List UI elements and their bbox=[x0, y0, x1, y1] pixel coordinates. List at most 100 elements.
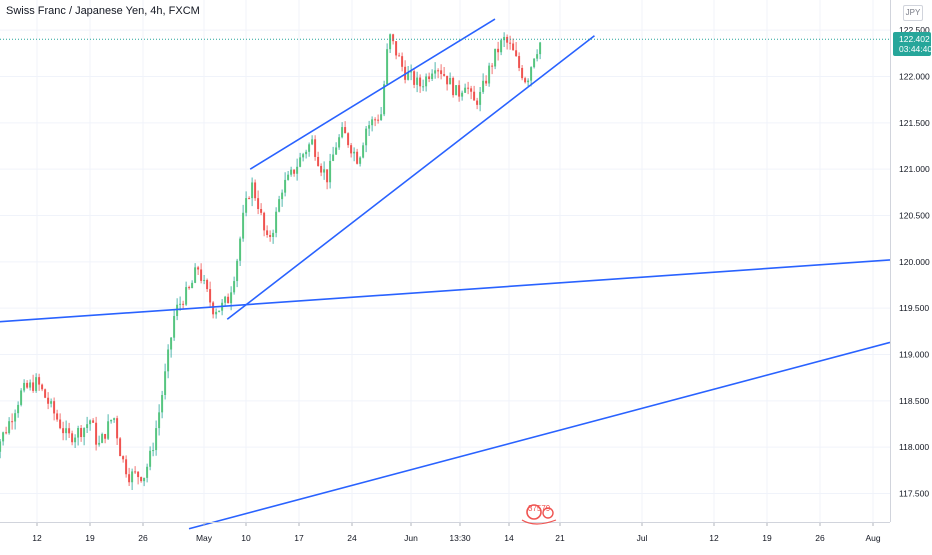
x-tick-label: 19 bbox=[762, 533, 772, 543]
last-price-badge: 122.402 03:44:40 bbox=[893, 32, 932, 56]
candle bbox=[185, 281, 188, 306]
candle-body bbox=[50, 401, 53, 404]
candle bbox=[251, 177, 254, 207]
candle bbox=[143, 477, 146, 487]
candle-body bbox=[230, 292, 233, 304]
candle bbox=[371, 116, 374, 132]
candle bbox=[50, 398, 53, 408]
candle-body bbox=[488, 65, 491, 84]
candle-body bbox=[218, 310, 221, 312]
candle-body bbox=[425, 76, 428, 87]
candle bbox=[410, 64, 413, 81]
candle-body bbox=[530, 67, 533, 81]
candle-body bbox=[161, 394, 164, 413]
candle-body bbox=[71, 433, 74, 443]
candle-body bbox=[26, 382, 29, 388]
candle-body bbox=[497, 48, 500, 53]
candle bbox=[215, 308, 218, 319]
candle-body bbox=[188, 287, 191, 289]
candle bbox=[362, 142, 365, 159]
candle bbox=[146, 463, 149, 483]
candle bbox=[155, 420, 158, 456]
candle bbox=[29, 379, 32, 391]
candle-body bbox=[143, 477, 146, 482]
candle-body bbox=[200, 269, 203, 281]
candle bbox=[254, 179, 257, 201]
gridlines bbox=[0, 0, 890, 522]
candle-body bbox=[266, 230, 269, 235]
candle-body bbox=[353, 151, 356, 154]
candle bbox=[65, 420, 68, 441]
currency-badge[interactable]: JPY bbox=[903, 5, 923, 21]
candle bbox=[209, 281, 212, 308]
candle bbox=[212, 301, 215, 319]
candle bbox=[350, 142, 353, 158]
candle bbox=[191, 280, 194, 289]
candle bbox=[440, 64, 443, 80]
candle bbox=[308, 142, 311, 157]
trendline-long-support-lower bbox=[188, 341, 891, 530]
candle-body bbox=[11, 421, 14, 423]
candle-countdown: 03:44:40 bbox=[899, 44, 932, 54]
x-tick-label: Jun bbox=[404, 533, 418, 543]
candle bbox=[47, 392, 50, 410]
candle bbox=[293, 169, 296, 177]
candle-body bbox=[368, 125, 371, 129]
candle-body bbox=[461, 92, 464, 97]
candle-body bbox=[332, 154, 335, 161]
candle bbox=[395, 41, 398, 60]
candle-body bbox=[167, 349, 170, 372]
candle bbox=[71, 430, 74, 446]
candle bbox=[239, 236, 242, 266]
candle bbox=[26, 380, 29, 389]
trendline-channel-lower bbox=[226, 35, 595, 320]
candle-body bbox=[338, 137, 341, 148]
candle-body bbox=[467, 87, 470, 89]
candle-body bbox=[14, 413, 17, 422]
candle bbox=[497, 41, 500, 61]
watermark-text: 37579 bbox=[528, 504, 551, 513]
candle-body bbox=[104, 433, 107, 439]
candle bbox=[335, 142, 338, 156]
candle-body bbox=[158, 412, 161, 429]
candle-body bbox=[389, 34, 392, 50]
candle bbox=[476, 97, 479, 110]
candle bbox=[287, 170, 290, 181]
candle-body bbox=[491, 65, 494, 67]
candle bbox=[302, 152, 305, 162]
candle-body bbox=[116, 418, 119, 439]
candle-body bbox=[164, 371, 167, 395]
candle bbox=[140, 476, 143, 483]
candle bbox=[290, 166, 293, 177]
candle bbox=[131, 468, 134, 491]
candle bbox=[356, 148, 359, 165]
candle bbox=[500, 38, 503, 56]
candle-body bbox=[38, 377, 41, 385]
candle bbox=[77, 425, 80, 446]
candle bbox=[416, 71, 419, 93]
candle-body bbox=[278, 199, 281, 212]
candle bbox=[533, 58, 536, 69]
candle-body bbox=[122, 456, 125, 460]
candle bbox=[89, 419, 92, 431]
candle bbox=[92, 418, 95, 423]
candle bbox=[446, 75, 449, 91]
candle-body bbox=[287, 174, 290, 180]
candle bbox=[332, 146, 335, 162]
candle-body bbox=[296, 166, 299, 174]
candles bbox=[0, 32, 542, 491]
candle-body bbox=[101, 433, 104, 443]
candle bbox=[464, 83, 467, 94]
candle bbox=[158, 404, 161, 436]
candle bbox=[494, 48, 497, 70]
candle bbox=[74, 434, 77, 448]
candle bbox=[257, 190, 260, 215]
candle bbox=[260, 203, 263, 216]
candle bbox=[110, 419, 113, 424]
candle bbox=[245, 191, 248, 217]
candle-body bbox=[251, 182, 254, 199]
candle bbox=[311, 135, 314, 146]
candle bbox=[269, 230, 272, 242]
